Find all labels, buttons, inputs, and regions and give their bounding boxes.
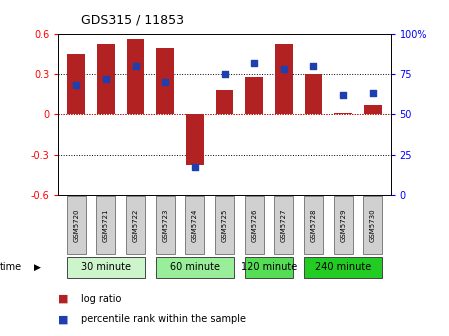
Bar (364, 105, 382, 114)
Text: GSM5724: GSM5724 (192, 208, 198, 242)
Text: log ratio: log ratio (81, 294, 121, 304)
Point (369, 91, 376, 96)
FancyBboxPatch shape (66, 196, 86, 254)
FancyBboxPatch shape (274, 196, 293, 254)
Text: 30 minute: 30 minute (81, 262, 131, 272)
Text: 120 minute: 120 minute (241, 262, 297, 272)
Bar (216, 90, 233, 114)
Bar (186, 114, 204, 165)
Text: GSM5727: GSM5727 (281, 208, 287, 242)
Point (280, 67, 287, 72)
Text: GSM5722: GSM5722 (132, 208, 138, 242)
Bar (127, 39, 145, 114)
Text: 240 minute: 240 minute (315, 262, 371, 272)
Bar (245, 77, 263, 114)
Text: ■: ■ (58, 314, 69, 324)
Bar (275, 44, 293, 114)
FancyBboxPatch shape (304, 196, 323, 254)
Text: GSM5728: GSM5728 (311, 208, 317, 242)
Text: GSM5721: GSM5721 (103, 208, 109, 242)
FancyBboxPatch shape (215, 196, 234, 254)
Point (310, 63, 317, 69)
Point (102, 76, 110, 81)
Bar (67, 54, 85, 114)
Text: GSM5725: GSM5725 (221, 208, 228, 242)
Text: GSM5720: GSM5720 (73, 208, 79, 242)
Text: GSM5730: GSM5730 (370, 208, 376, 242)
FancyBboxPatch shape (334, 196, 352, 254)
Point (73, 83, 80, 88)
Point (221, 71, 228, 77)
Point (132, 63, 139, 69)
Point (162, 79, 169, 85)
FancyBboxPatch shape (97, 196, 115, 254)
Text: GSM5726: GSM5726 (251, 208, 257, 242)
FancyBboxPatch shape (304, 257, 382, 278)
Text: ▶: ▶ (34, 263, 40, 271)
Bar (156, 48, 174, 114)
Text: GSM5729: GSM5729 (340, 208, 346, 242)
Text: percentile rank within the sample: percentile rank within the sample (81, 314, 246, 324)
Text: GDS315 / 11853: GDS315 / 11853 (81, 14, 184, 27)
Text: GSM5723: GSM5723 (162, 208, 168, 242)
FancyBboxPatch shape (245, 257, 293, 278)
Text: 60 minute: 60 minute (170, 262, 220, 272)
FancyBboxPatch shape (126, 196, 145, 254)
Bar (334, 113, 352, 114)
FancyBboxPatch shape (156, 257, 234, 278)
Text: ■: ■ (58, 294, 69, 304)
FancyBboxPatch shape (66, 257, 145, 278)
FancyBboxPatch shape (185, 196, 204, 254)
Point (251, 60, 258, 65)
FancyBboxPatch shape (156, 196, 175, 254)
Bar (304, 74, 322, 114)
Point (339, 92, 347, 97)
Text: time: time (0, 262, 22, 272)
Bar (97, 44, 115, 114)
FancyBboxPatch shape (245, 196, 264, 254)
Point (191, 165, 198, 170)
FancyBboxPatch shape (363, 196, 382, 254)
